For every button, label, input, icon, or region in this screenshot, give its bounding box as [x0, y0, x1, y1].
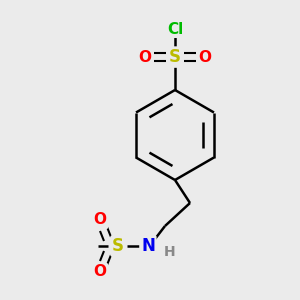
Text: S: S — [112, 237, 124, 255]
Text: Cl: Cl — [167, 22, 183, 37]
Text: O: O — [94, 212, 106, 227]
Text: O: O — [199, 50, 212, 64]
Text: H: H — [164, 245, 176, 259]
Text: O: O — [139, 50, 152, 64]
Text: N: N — [141, 237, 155, 255]
Text: S: S — [169, 48, 181, 66]
Text: O: O — [94, 265, 106, 280]
